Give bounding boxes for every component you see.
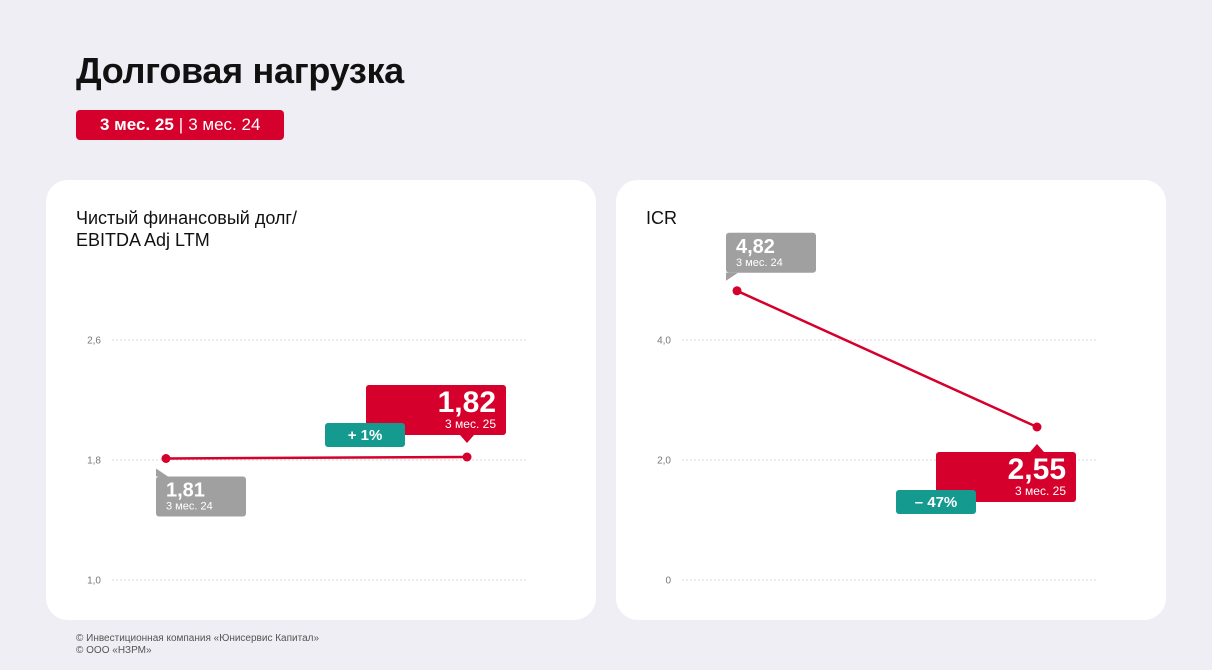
change-badge xyxy=(896,490,976,514)
period-legend-badge: 3 мес. 25 | 3 мес. 24 xyxy=(76,110,285,140)
page-title: Долговая нагрузка xyxy=(76,50,404,91)
previous-callout-box xyxy=(156,476,246,517)
current-point xyxy=(1032,422,1042,432)
current-period-label: 3 мес. 25 xyxy=(1015,484,1066,498)
period-separator: | xyxy=(178,115,184,134)
current-value-label: 2,55 xyxy=(1008,453,1066,486)
period-current-label: 3 мес. 25 xyxy=(100,115,174,134)
period-previous-label: 3 мес. 24 xyxy=(188,115,261,134)
series-line xyxy=(736,289,1038,429)
previous-callout-tail xyxy=(726,272,738,281)
current-callout-tail xyxy=(460,435,474,443)
change-label: + 1% xyxy=(348,427,383,444)
previous-period-label: 3 мес. 24 xyxy=(736,257,783,269)
y-tick-label: 1,8 xyxy=(87,456,101,467)
change-badge xyxy=(325,423,405,447)
icr-chart: 4,0 2,0 0 4,823 мес. 24 2,553 мес. 25 – 47% xyxy=(657,232,1098,587)
y-tick-label: 2,6 xyxy=(87,336,101,347)
change-label: – 47% xyxy=(915,494,958,511)
current-callout-box xyxy=(936,452,1076,502)
current-period-label: 3 мес. 25 xyxy=(445,417,496,431)
net-debt-ebitda-panel: 2,6 1,8 1,0 1,81 3 мес. 24 1,82 3 мес. 25 + 1% … xyxy=(46,180,596,620)
y-tick-label: 0 xyxy=(665,576,671,587)
icr-panel: 4,0 2,0 0 4,82 3 мес. 24 2,55 3 мес. 25 – 47% I… xyxy=(616,180,1166,620)
current-callout-tail xyxy=(1030,444,1044,452)
previous-point xyxy=(732,286,742,296)
series-line xyxy=(165,455,468,460)
previous-callout-box xyxy=(726,232,816,273)
previous-period-label: 3 мес. 24 xyxy=(166,501,213,513)
footer: © Инвестиционная компания «Юнисервис Кап… xyxy=(76,633,319,657)
current-callout-box xyxy=(366,385,506,435)
previous-value-label: 1,81 xyxy=(166,480,205,502)
y-tick-label: 1,0 xyxy=(87,576,101,587)
footer-copyright-line-2: © ООО «НЗРМ» xyxy=(76,645,152,656)
net-debt-ebitda-chart: 2,6 1,8 1,0 1,813 мес. 24 1,823 мес. 25 + 1% xyxy=(87,336,528,587)
current-point xyxy=(462,452,472,462)
previous-point xyxy=(161,454,171,463)
net-debt-ebitda-title: Чистый финансовый долг/ EBITDA Adj LTM xyxy=(76,208,298,250)
footer-copyright-line-1: © Инвестиционная компания «Юнисервис Кап… xyxy=(76,633,320,644)
previous-callout-tail xyxy=(156,468,168,477)
y-tick-label: 4,0 xyxy=(657,336,671,347)
current-value-label: 1,82 xyxy=(438,386,496,419)
icr-title: ICR xyxy=(646,208,677,228)
y-tick-label: 2,0 xyxy=(657,456,671,467)
previous-value-label: 4,82 xyxy=(736,236,775,258)
